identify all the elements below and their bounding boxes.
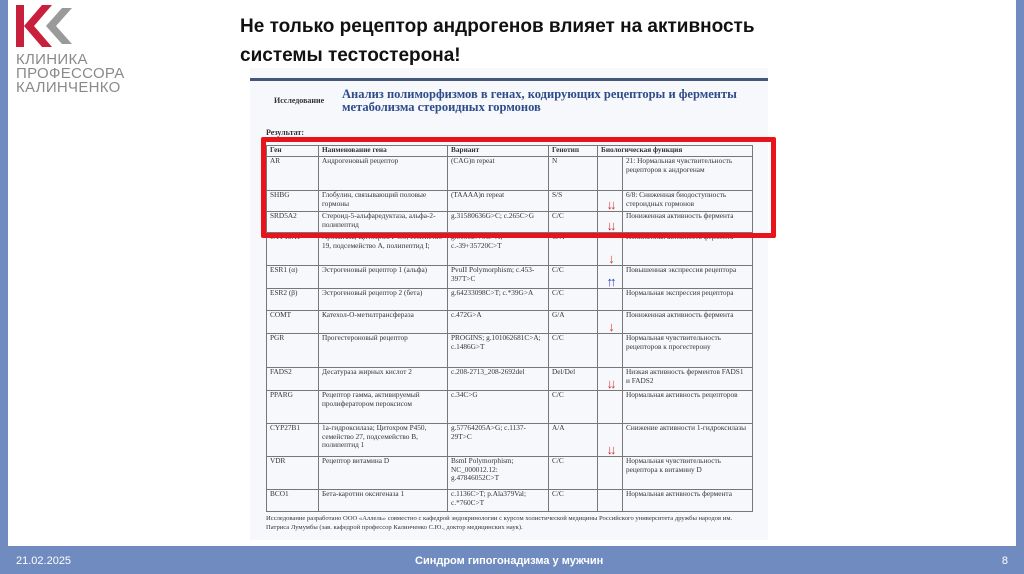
function-cell: Нормальная активность фермента <box>622 489 753 512</box>
study-title: Анализ полиморфизмов в генах, кодирующих… <box>342 87 737 114</box>
arrow-down-icon <box>597 390 623 424</box>
variant-cell: g.57764205A>G; c.1137-29T>C <box>447 423 549 457</box>
left-border-strip <box>0 0 8 546</box>
function-cell: Повышенная экспрессия рецептора <box>622 265 753 289</box>
function-cell: Нормальная чувствительность рецептора к … <box>622 456 753 490</box>
gene-cell: FADS2 <box>266 367 319 391</box>
genotype-cell: N <box>548 156 598 191</box>
arrow-down-icon <box>597 489 623 512</box>
table-row: BCO1 Бета-каротин оксигеназа 1 c.1136C>T; … <box>266 489 753 512</box>
genotype-cell: C/C <box>548 456 598 490</box>
arrow-up-icon: ↑↑ <box>597 265 623 289</box>
gene-name-cell: Андрогеновый рецептор <box>318 156 448 191</box>
gene-name-cell: Рецептор витамина D <box>318 456 448 490</box>
variant-cell: PROGINS; g.101062681C>A; c.1486G>T <box>447 333 549 368</box>
gene-cell: BCO1 <box>266 489 319 512</box>
table-row: SHBG Глобулин, связывающий половые гормон… <box>266 190 753 212</box>
gene-name-cell: 1а-гидроксилаза; Цитохром P450, семейств… <box>318 423 448 457</box>
footer-title: Синдром гипогонадизма у мужчин <box>415 555 604 567</box>
result-label: Результат: <box>266 128 305 137</box>
results-table: Ген Наименование гена Вариант Генотип Би… <box>266 145 753 512</box>
title-line: Не только рецептор андрогенов влияет на … <box>240 16 755 37</box>
table-row: PGR Прогестероновый рецептор PROGINS; g.10… <box>266 333 753 368</box>
page-number: 8 <box>1001 555 1008 567</box>
variant-cell: (CAG)n repeat <box>447 156 549 191</box>
footer-date: 21.02.2025 <box>16 555 72 567</box>
logo-line: ПРОФЕССОРА <box>16 65 125 82</box>
gene-cell: ESR2 (β) <box>266 288 319 311</box>
genotype-cell: C/C <box>548 489 598 512</box>
variant-cell: c.34C>G <box>447 390 549 424</box>
function-cell: Нормальная активность рецепторов <box>622 390 753 424</box>
gene-cell: ESR1 (α) <box>266 265 319 289</box>
slide-title: Не только рецептор андрогенов влияет на … <box>240 12 755 70</box>
genotype-cell: Del/Del <box>548 367 598 391</box>
arrow-down-icon: ↓↓ <box>597 367 623 391</box>
logo-line: КАЛИНЧЕНКО <box>16 79 121 96</box>
gene-cell: PGR <box>266 333 319 368</box>
gene-name-cell: Рецептор гамма, активируемый пролиферато… <box>318 390 448 424</box>
variant-cell: g.64233098C>T; c.*39G>A <box>447 288 549 311</box>
footer-bar: 21.02.2025 Синдром гипогонадизма у мужчи… <box>0 546 1024 574</box>
gene-name-cell: Бета-каротин оксигеназа 1 <box>318 489 448 512</box>
clinic-logo: КЛИНИКА ПРОФЕССОРА КАЛИНЧЕНКО <box>16 5 146 95</box>
table-row: COMT Катехол-О-метилтрансфераза c.472G>A G/… <box>266 310 753 334</box>
arrow-down-icon: ↓↓ <box>597 423 623 457</box>
table-row: ESR1 (α) Эстрогеновый рецептор 1 (альфа) P… <box>266 265 753 289</box>
genotype-cell: C/C <box>548 333 598 368</box>
function-cell: Низкая активность ферментов FADS1 и FADS… <box>622 367 753 391</box>
gene-name-cell: Десатураза жирных кислот 2 <box>318 367 448 391</box>
variant-cell: PvuII Polymorphism; c.453-397T>C <box>447 265 549 289</box>
table-row: CYP27B1 1а-гидроксилаза; Цитохром P450, с… <box>266 423 753 457</box>
function-cell: 6/8: Сниженная биодоступность стероидных… <box>622 190 753 212</box>
genotype-cell: G/A <box>548 310 598 334</box>
arrow-down-icon <box>597 333 623 368</box>
arrow-down-icon <box>597 456 623 490</box>
arrow-down-icon <box>597 288 623 311</box>
table-row: ESR2 (β) Эстрогеновый рецептор 2 (бета) g.… <box>266 288 753 311</box>
table-row: FADS2 Десатураза жирных кислот 2 c.208-271… <box>266 367 753 391</box>
logo-kk-icon <box>16 5 72 47</box>
gene-cell: VDR <box>266 456 319 490</box>
variant-cell: c.208-2713_208-2692del <box>447 367 549 391</box>
gene-cell: CYP27B1 <box>266 423 319 457</box>
gene-cell: PPARG <box>266 390 319 424</box>
variant-cell: c.1136C>T; p.Ala379Val; c.*760C>T <box>447 489 549 512</box>
function-cell: Снижение активности 1-гидроксилазы <box>622 423 753 457</box>
table-row: PPARG Рецептор гамма, активируемый пролиф… <box>266 390 753 424</box>
genotype-cell: C/C <box>548 390 598 424</box>
variant-cell: BsmI Polymorphism; NC_000012.12: g.47846… <box>447 456 549 490</box>
analysis-document-image: Исследование Анализ полиморфизмов в гена… <box>250 68 768 540</box>
function-cell: Нормальная экспрессия рецептора <box>622 288 753 311</box>
gene-name-cell: Эстрогеновый рецептор 2 (бета) <box>318 288 448 311</box>
highlight-box <box>261 137 776 238</box>
footnote: Исследование разработано ООО «Аллель» со… <box>266 515 733 531</box>
gene-cell: COMT <box>266 310 319 334</box>
gene-name-cell: Прогестероновый рецептор <box>318 333 448 368</box>
logo-line: КЛИНИКА <box>16 51 88 68</box>
table-row: VDR Рецептор витамина D BsmI Polymorphism;… <box>266 456 753 490</box>
table-row: AR Андрогеновый рецептор (CAG)n repeat N 21:… <box>266 156 753 191</box>
gene-name-cell: Эстрогеновый рецептор 1 (альфа) <box>318 265 448 289</box>
genotype-cell: C/C <box>548 265 598 289</box>
function-cell: Пониженная активность фермента <box>622 310 753 334</box>
gene-name-cell: Катехол-О-метилтрансфераза <box>318 310 448 334</box>
right-border-strip <box>1016 0 1024 546</box>
header-rule <box>250 78 768 81</box>
genotype-cell: C/C <box>548 288 598 311</box>
genotype-cell: A/A <box>548 423 598 457</box>
function-cell: Нормальная чувствительность рецепторов к… <box>622 333 753 368</box>
title-line: системы тестостерона! <box>240 45 461 66</box>
arrow-down-icon: ↓ <box>597 310 623 334</box>
variant-cell: c.472G>A <box>447 310 549 334</box>
study-label: Исследование <box>274 96 325 105</box>
